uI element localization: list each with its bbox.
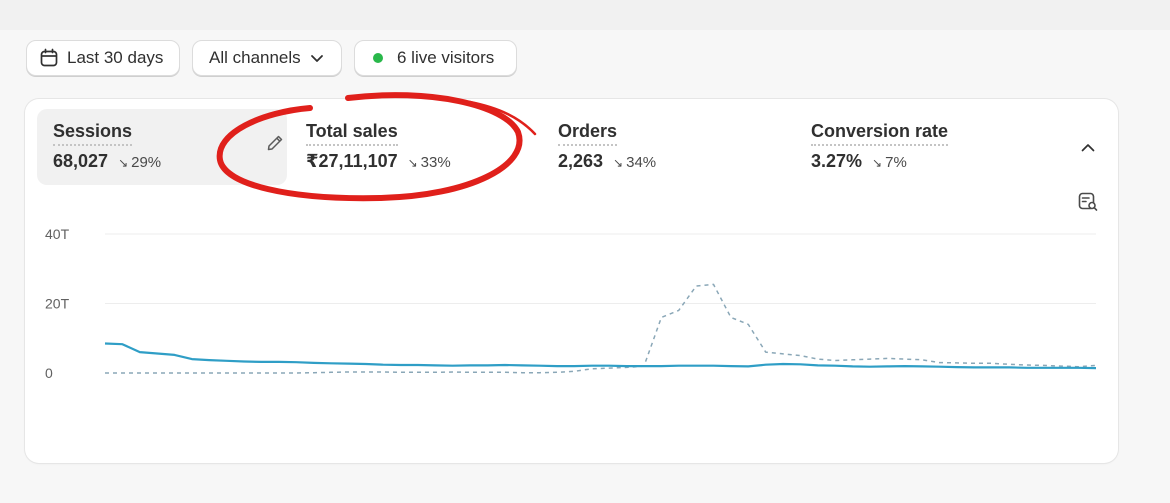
trend-down-icon: ↘ [613, 156, 624, 170]
y-tick-label: 20T [45, 296, 70, 312]
metric-name: Sessions [53, 121, 133, 146]
live-visitors-button[interactable]: 6 live visitors [354, 40, 517, 76]
y-tick-label: 0 [45, 365, 53, 381]
metric-name: Conversion rate [811, 121, 949, 146]
metric-change-value: 7% [885, 154, 907, 171]
series-line-current [104, 342, 1097, 370]
live-status-dot [373, 53, 383, 63]
metric-value: 2,263 [558, 151, 604, 171]
metric-value: 3.27% [811, 151, 863, 171]
trend-down-icon: ↘ [118, 156, 129, 170]
metric-change: ↘ 34% [613, 154, 656, 171]
y-tick-label: 40T [45, 226, 70, 242]
metrics-card: Sessions 68,027 ↘ 29% Total sales ₹27,11,… [25, 99, 1118, 463]
metric-change: ↘ 29% [118, 154, 161, 171]
metric-value: 68,027 [53, 151, 109, 171]
metric-name: Orders [558, 121, 618, 146]
channels-label: All channels [209, 48, 301, 67]
date-range-button[interactable]: Last 30 days [26, 40, 180, 76]
calendar-icon [40, 48, 58, 67]
top-strip [0, 0, 1170, 30]
metric-change: ↘ 7% [872, 154, 907, 171]
channels-dropdown[interactable]: All channels [192, 40, 342, 76]
chevron-up-icon[interactable] [1079, 139, 1097, 157]
metric-change-value: 34% [626, 154, 657, 171]
metric-change-value: 29% [131, 154, 162, 171]
chevron-down-icon [310, 55, 323, 62]
magnify-report-icon[interactable] [1077, 191, 1099, 213]
trend-down-icon: ↘ [872, 156, 883, 170]
series-line-previous [105, 283, 1097, 374]
metric-tab-conversion-rate[interactable]: Conversion rate 3.27% ↘ 7% [795, 109, 1045, 185]
live-visitors-label: 6 live visitors [397, 48, 495, 67]
metric-tab-orders[interactable]: Orders 2,263 ↘ 34% [542, 109, 792, 185]
date-range-label: Last 30 days [67, 48, 164, 67]
filter-bar: Last 30 days All channels 6 live visitor… [26, 40, 517, 76]
